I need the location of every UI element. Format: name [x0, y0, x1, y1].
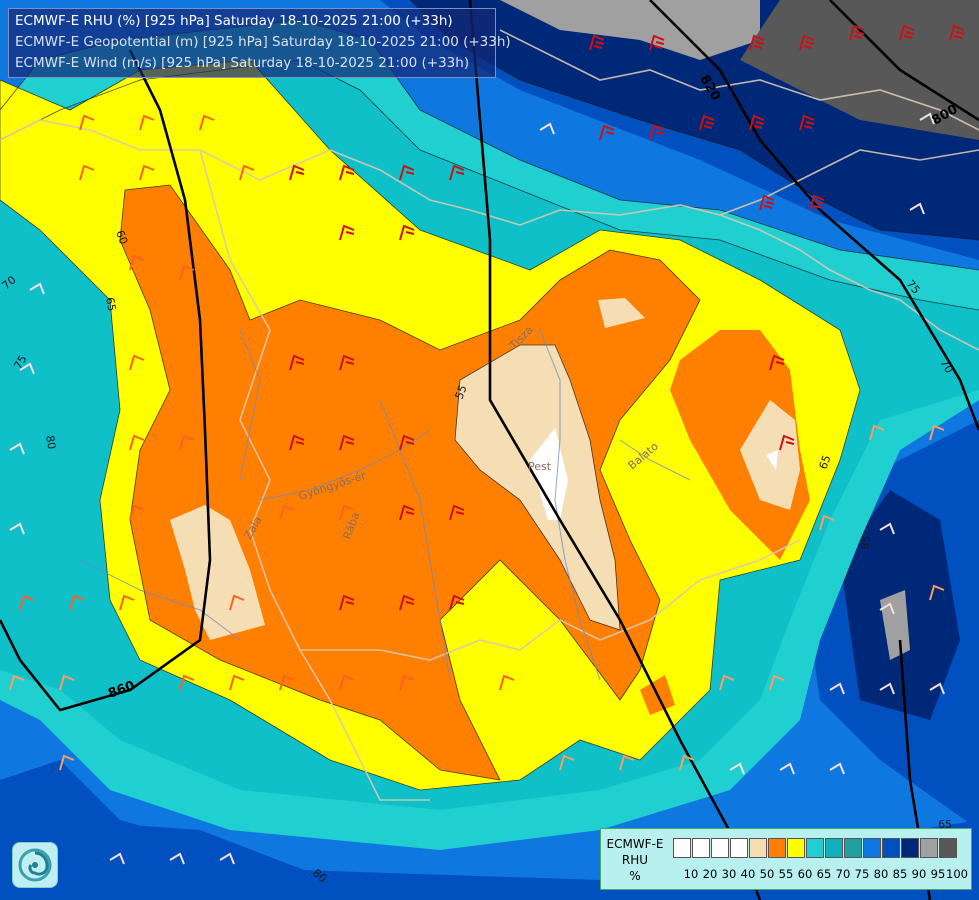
- swirl-logo-icon: [12, 842, 58, 888]
- title-rhu: ECMWF-E RHU (%) [925 hPa] Saturday 18-10…: [15, 13, 453, 29]
- legend-tick-label: 75: [854, 867, 870, 881]
- legend-tick-label: 20: [702, 867, 718, 881]
- title-wind: ECMWF-E Wind (m/s) [925 hPa] Saturday 18…: [15, 55, 470, 71]
- legend-tick-label: 60: [797, 867, 813, 881]
- legend-tick-label: 70: [835, 867, 851, 881]
- legend-tick-label: 10: [683, 867, 699, 881]
- legend-swatch: [711, 838, 729, 858]
- rh-label-80-west: 80: [43, 434, 58, 450]
- legend-swatch: [768, 838, 786, 858]
- rh-label-60: 60: [113, 229, 130, 247]
- legend-swatch: [730, 838, 748, 858]
- rh-label-65-east: 65: [817, 453, 834, 471]
- legend-swatch: [787, 838, 805, 858]
- legend-swatch: [673, 838, 691, 858]
- rh-label-55: 55: [453, 383, 470, 401]
- legend-swatch: [806, 838, 824, 858]
- legend-tick-label: 80: [873, 867, 889, 881]
- legend-swatch: [939, 838, 957, 858]
- city-label-pest: Pest: [528, 460, 552, 473]
- legend-tick-label: 95: [930, 867, 946, 881]
- legend-title-source: ECMWF-E: [606, 837, 664, 851]
- legend-swatch: [882, 838, 900, 858]
- rh-label-65-west: 65: [103, 296, 118, 312]
- legend-title-unit: %: [629, 869, 641, 883]
- legend-swatch: [920, 838, 938, 858]
- legend-tick-label: 100: [946, 867, 968, 881]
- legend-tick-label: 90: [911, 867, 927, 881]
- legend-tick-label: 55: [778, 867, 794, 881]
- legend-tick-label: 40: [740, 867, 756, 881]
- legend-swatch: [825, 838, 843, 858]
- rh-label-75-west: 75: [11, 353, 29, 372]
- legend-swatch: [901, 838, 919, 858]
- title-geopotential: ECMWF-E Geopotential (m) [925 hPa] Satur…: [15, 34, 511, 50]
- legend-tick-label: 65: [816, 867, 832, 881]
- rh-label-70-east: 70: [937, 357, 955, 376]
- legend-title-variable: RHU: [621, 853, 649, 867]
- map-title-box: ECMWF-E RHU (%) [925 hPa] Saturday 18-10…: [8, 8, 511, 78]
- rh-label-85-east: 85: [858, 534, 873, 550]
- legend-tick-label: 85: [892, 867, 908, 881]
- legend-swatch: [863, 838, 881, 858]
- legend-swatch: [844, 838, 862, 858]
- rhu-legend: ECMWF-E RHU % 10 20 30 40 50 55 60 65 70 75 80 85 90…: [600, 828, 972, 890]
- legend-tick-label: 50: [759, 867, 775, 881]
- legend-swatch: [692, 838, 710, 858]
- rh-label-65-southeast: 65: [938, 818, 952, 831]
- legend-tick-label: 30: [721, 867, 737, 881]
- legend-swatch: [749, 838, 767, 858]
